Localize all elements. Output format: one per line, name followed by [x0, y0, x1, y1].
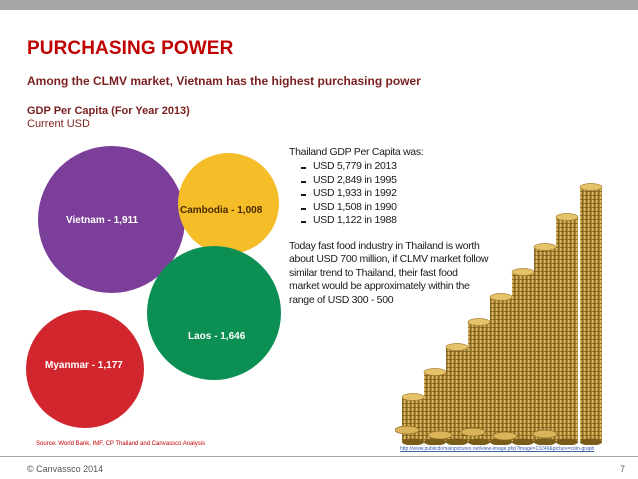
coin-stack [511, 268, 535, 445]
slide-title: PURCHASING POWER [27, 38, 234, 59]
bubble-label-cambodia: Cambodia - 1,008 [180, 205, 263, 216]
bubble-cambodia [178, 153, 279, 254]
loose-coin [492, 431, 518, 441]
footer-copyright: © Canvassco 2014 [27, 464, 104, 474]
thailand-heading: Thailand GDP Per Capita was: [289, 146, 424, 158]
bubble-laos [147, 246, 281, 380]
loose-coin [460, 427, 486, 437]
chart-unit: Current USD [27, 118, 90, 130]
thailand-item: USD 2,849 in 1995 [301, 174, 489, 188]
source-note: Source: World Bank, IMF, CP Thailand and… [36, 441, 206, 447]
loose-coin [395, 425, 420, 435]
bubble-vietnam [38, 146, 185, 293]
coin-stack [579, 183, 603, 445]
thailand-list: USD 5,779 in 2013 USD 2,849 in 1995 USD … [289, 160, 489, 228]
image-credit-link[interactable]: http://www.publicdomainpictures.net/view… [400, 446, 595, 452]
coin-stack [533, 243, 557, 445]
top-bar [0, 0, 638, 10]
footer-divider [0, 456, 638, 457]
chart-title: GDP Per Capita (For Year 2013) [27, 105, 190, 117]
thailand-item: USD 1,933 in 1992 [301, 187, 489, 201]
coin-stack [423, 368, 447, 445]
thailand-paragraph: Today fast food industry in Thailand is … [289, 239, 489, 306]
coin-stack [555, 213, 579, 445]
bubble-label-laos: Laos - 1,646 [188, 331, 246, 342]
coin-stacks-image [395, 183, 603, 445]
coin-stack [467, 318, 491, 445]
coin-stack [401, 393, 425, 445]
coin-stack [445, 343, 469, 445]
loose-coin [532, 429, 558, 439]
page-number: 7 [620, 464, 626, 474]
thailand-item: USD 1,122 in 1988 [301, 214, 489, 228]
thailand-info: Thailand GDP Per Capita was: USD 5,779 i… [289, 146, 489, 307]
bubble-myanmar [26, 310, 144, 428]
slide-subtitle: Among the CLMV market, Vietnam has the h… [27, 74, 421, 88]
thailand-item: USD 1,508 in 1990 [301, 201, 489, 215]
loose-coin [427, 430, 453, 440]
bubble-label-myanmar: Myanmar - 1,177 [45, 360, 123, 371]
bubble-label-vietnam: Vietnam - 1,911 [66, 215, 139, 226]
coin-stack [489, 293, 513, 445]
thailand-item: USD 5,779 in 2013 [301, 160, 489, 174]
